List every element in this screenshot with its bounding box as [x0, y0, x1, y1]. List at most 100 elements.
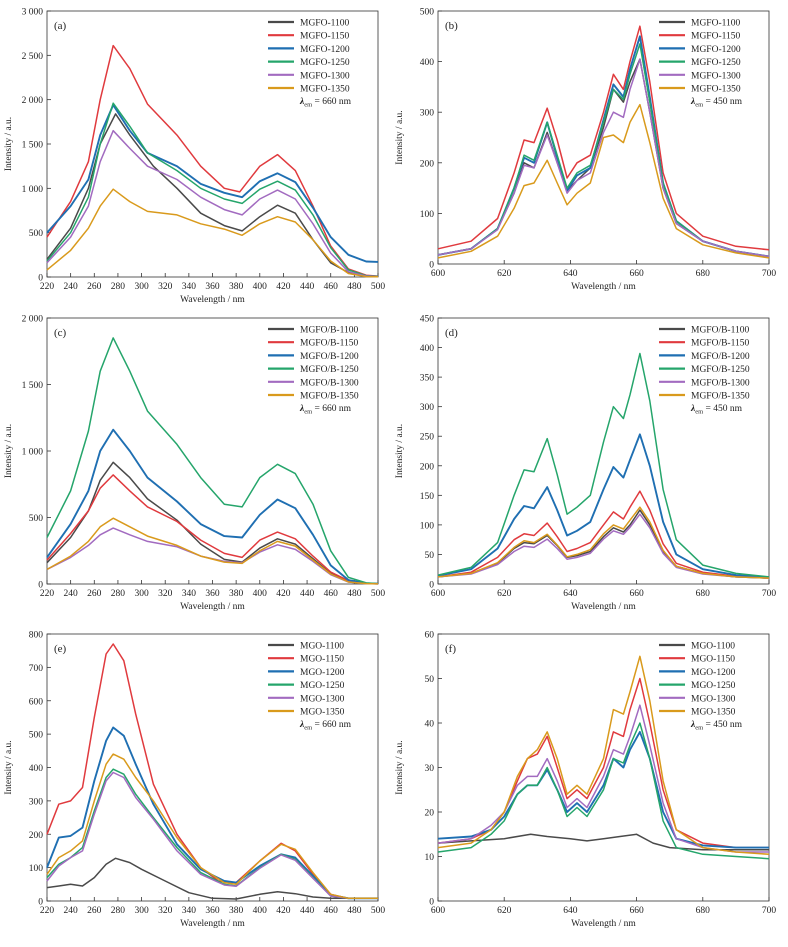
legend-label: MGFO-1150	[691, 32, 741, 42]
series-line-c-0	[46, 461, 379, 585]
series-line-f-3	[437, 722, 770, 860]
y-tick-label: 40	[425, 720, 435, 730]
legend-label: MGO-1350	[691, 708, 736, 718]
legend-label: MGO-1350	[300, 708, 345, 718]
x-tick-label: 440	[300, 282, 315, 292]
legend-label: MGO-1150	[691, 655, 735, 665]
series-line-a-5	[46, 188, 379, 278]
x-tick-label: 480	[347, 906, 362, 916]
x-tick-label: 660	[629, 589, 644, 599]
x-tick-label: 500	[371, 282, 386, 292]
x-tick-label: 440	[300, 906, 315, 916]
x-tick-label: 500	[371, 589, 386, 599]
y-tick-label: 350	[420, 374, 435, 384]
y-tick-label: 0	[38, 274, 43, 284]
series-line-a-0	[46, 113, 379, 278]
series-line-f-1	[437, 677, 769, 849]
legend-label: MGFO/B-1200	[691, 352, 750, 362]
y-tick-label: 50	[425, 675, 435, 685]
legend-label: MGFO-1300	[300, 71, 350, 81]
chart-panel-d: 600 620 640 660 680 700 0 50 100 150 200 250 300 350 4…	[395, 315, 776, 613]
y-tick-label: 30	[425, 764, 435, 774]
legend-label: MGFO/B-1200	[300, 352, 359, 362]
x-tick-label: 460	[324, 282, 339, 292]
legend-label: MGFO/B-1250	[300, 365, 359, 375]
x-tick-label: 460	[324, 589, 339, 599]
y-tick-label: 60	[425, 631, 435, 641]
x-tick-label: 240	[64, 589, 79, 599]
series-line-b-1	[437, 25, 770, 251]
series-line-b-5	[437, 103, 770, 259]
x-tick-label: 640	[563, 906, 578, 916]
y-tick-label: 200	[420, 462, 435, 472]
series-line-a-4	[46, 129, 379, 278]
x-tick-label: 420	[276, 282, 291, 292]
x-tick-label: 600	[431, 589, 446, 599]
series-line-e-0	[46, 857, 378, 900]
y-tick-label: 10	[425, 853, 435, 863]
y-tick-label: 2 000	[22, 96, 44, 106]
x-tick-label: 360	[205, 589, 220, 599]
series-line-c-1	[46, 474, 379, 585]
x-tick-label: 440	[300, 589, 315, 599]
y-axis-title: Intensity / a.u.	[395, 740, 405, 794]
plot-frame	[437, 317, 770, 585]
x-axis-title: Wavelength / nm	[180, 602, 245, 612]
x-tick-label: 680	[696, 269, 711, 279]
chart-panel-b: 600 620 640 660 680 700 0 100 200 300 400 500 Wavele…	[395, 8, 776, 293]
legend-label: MGFO-1350	[300, 85, 350, 95]
x-tick-label: 360	[205, 282, 220, 292]
chart-panel-a: 220 240 260 280 300 320 340 360 380 400 420 440 460 4…	[4, 8, 385, 306]
x-tick-label: 340	[182, 589, 197, 599]
x-tick-label: 340	[182, 906, 197, 916]
series-line-f-5	[437, 655, 770, 856]
y-tick-label: 0	[429, 581, 434, 591]
x-tick-label: 300	[134, 589, 149, 599]
x-tick-label: 260	[87, 589, 102, 599]
x-tick-label: 620	[497, 906, 512, 916]
legend-label: MGFO/B-1250	[691, 365, 750, 375]
x-tick-label: 700	[762, 589, 777, 599]
series-line-c-4	[46, 527, 379, 585]
x-tick-label: 380	[229, 282, 244, 292]
y-tick-label: 1 000	[22, 448, 44, 458]
panel-label: (f)	[445, 643, 456, 655]
y-tick-label: 100	[420, 521, 435, 531]
x-tick-label: 320	[158, 589, 173, 599]
x-tick-label: 480	[347, 589, 362, 599]
y-tick-label: 800	[29, 631, 44, 641]
y-tick-label: 3 000	[22, 8, 44, 18]
legend-label: MGFO-1250	[300, 58, 350, 68]
x-tick-label: 220	[40, 282, 55, 292]
legend-label: MGFO/B-1350	[691, 392, 750, 402]
panel-label: (d)	[445, 327, 458, 339]
excitation-annotation: λem = 660 nm	[299, 404, 352, 416]
x-tick-label: 600	[431, 269, 446, 279]
x-tick-label: 680	[696, 589, 711, 599]
y-tick-label: 100	[420, 210, 435, 220]
x-tick-label: 420	[276, 589, 291, 599]
plot-frame	[437, 10, 770, 265]
y-tick-label: 300	[29, 797, 44, 807]
legend-label: MGFO/B-1300	[691, 378, 750, 388]
x-axis-title: Wavelength / nm	[571, 602, 636, 612]
y-tick-label: 1 500	[22, 141, 44, 151]
legend-label: MGO-1250	[691, 681, 736, 691]
y-axis-title: Intensity / a.u.	[4, 740, 14, 794]
y-tick-label: 300	[420, 109, 435, 119]
legend-label: MGFO-1350	[691, 85, 741, 95]
x-tick-label: 680	[696, 906, 711, 916]
excitation-annotation: λem = 450 nm	[690, 97, 743, 109]
legend-label: MGO-1250	[300, 681, 345, 691]
y-tick-label: 200	[29, 831, 44, 841]
series-line-e-5	[46, 753, 378, 900]
legend-label: MGO-1300	[691, 694, 736, 704]
y-axis-title: Intensity / a.u.	[4, 424, 14, 478]
legend-label: MGO-1200	[300, 668, 345, 678]
series-line-f-4	[437, 704, 769, 853]
y-tick-label: 700	[29, 664, 44, 674]
series-line-a-2	[46, 104, 379, 263]
legend-label: MGFO-1250	[691, 58, 741, 68]
legend-label: MGFO-1200	[300, 45, 350, 55]
